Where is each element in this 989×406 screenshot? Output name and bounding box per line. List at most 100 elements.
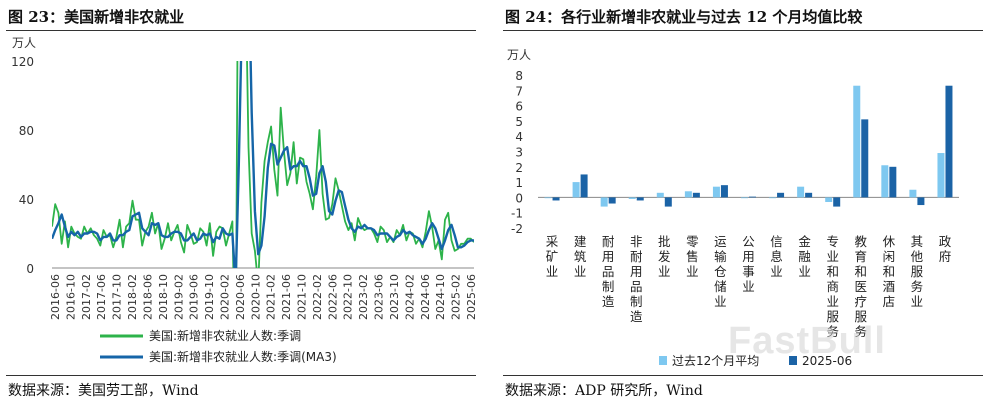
x-tick-label: 2021-06 (280, 274, 293, 320)
bar-jun (552, 197, 560, 201)
y-tick-label: 40 (19, 193, 34, 207)
bar-jun (945, 85, 953, 198)
bar-jun (833, 197, 841, 207)
bar-avg (656, 192, 664, 198)
y-tick-label: 2 (515, 161, 523, 175)
y-tick-label: -2 (511, 222, 523, 236)
bar-avg (769, 197, 777, 199)
plot-area (52, 61, 474, 268)
x-tick-label: 2023-06 (373, 274, 386, 320)
x-tick-label: 2025-06 (465, 274, 478, 320)
category-label: 耐用品制造 (602, 234, 615, 309)
category-label: 采矿业 (546, 234, 559, 279)
y-tick-label: 0 (515, 191, 523, 205)
y-tick-label: 80 (19, 124, 34, 138)
bar-avg (684, 191, 692, 198)
category-label: 其他服务业 (911, 234, 924, 309)
category-label: 教育和医疗服务 (855, 234, 868, 339)
category-label: 金融业 (798, 234, 811, 279)
y-tick-label: 7 (515, 84, 523, 98)
x-tick-label: 2017-10 (111, 274, 124, 320)
x-tick-label: 2020-06 (234, 274, 247, 320)
category-label: 批发业 (658, 234, 671, 279)
y-axis-unit-label: 万人 (507, 48, 531, 62)
y-tick-label: 4 (515, 130, 523, 144)
x-tick-label: 2024-02 (403, 274, 416, 320)
bar-jun (749, 196, 756, 198)
category-label: 信息业 (770, 234, 783, 279)
x-tick-label: 2017-02 (80, 274, 93, 320)
bar-avg (628, 197, 636, 199)
x-tick-label: 2022-10 (342, 274, 355, 320)
category-label: 零售业 (686, 234, 699, 279)
bar-avg (572, 182, 580, 198)
x-tick-label: 2018-02 (126, 274, 139, 320)
legend-label-ma3: 美国:新增非农就业人数:季调(MA3) (149, 349, 337, 364)
y-tick-label: -1 (511, 207, 523, 221)
x-tick-label: 2019-06 (188, 274, 201, 320)
bar-jun (861, 119, 869, 198)
bar-avg (544, 197, 552, 199)
bar-jun (889, 166, 897, 198)
category-label: 公用事业 (742, 234, 755, 294)
category-label: 非耐用品制造 (630, 234, 643, 324)
right-source-note: 数据来源：ADP 研究所，Wind (505, 383, 703, 399)
right-title-rule (503, 30, 983, 31)
legend-label-monthly: 美国:新增非农就业人数:季调 (149, 328, 301, 343)
x-tick-label: 2017-06 (95, 274, 108, 320)
x-tick-label: 2024-10 (434, 274, 447, 320)
y-tick-label: 120 (11, 55, 34, 69)
x-tick-label: 2022-06 (326, 274, 339, 320)
x-tick-label: 2025-02 (450, 274, 463, 320)
y-axis-unit-label: 万人 (12, 36, 36, 50)
bar-jun (608, 197, 616, 204)
y-tick-label: 5 (515, 115, 523, 129)
series-line-ma3 (52, 61, 474, 268)
bar-avg (825, 197, 833, 202)
right-chart-title: 图 24：各行业新增非农就业与过去 12 个月均值比较 (505, 8, 863, 26)
x-tick-label: 2019-10 (203, 274, 216, 320)
series-line-monthly (52, 61, 474, 268)
bar-jun (692, 192, 700, 198)
x-tick-label: 2024-06 (419, 274, 432, 320)
bar-jun (917, 197, 925, 206)
x-tick-label: 2018-06 (141, 274, 154, 320)
left-source-rule (6, 375, 476, 376)
y-tick-label: 8 (515, 69, 523, 83)
bar-jun (664, 197, 672, 207)
y-tick-label: 3 (515, 146, 523, 160)
bar-jun (720, 185, 728, 198)
bar-avg (853, 85, 861, 198)
left-chart-title: 图 23：美国新增非农就业 (8, 8, 185, 26)
watermark-logo: FastBull (728, 320, 886, 362)
bar-avg (881, 165, 889, 198)
x-tick-label: 2022-02 (311, 274, 324, 320)
category-label: 运输仓储业 (714, 234, 727, 309)
bar-jun (580, 174, 588, 198)
category-label: 建筑业 (574, 234, 587, 279)
legend-label: 2025-06 (802, 354, 852, 368)
left-source-note: 数据来源：美国劳工部，Wind (8, 383, 199, 399)
x-tick-label: 2021-10 (296, 274, 309, 320)
bar-avg (797, 186, 805, 198)
x-tick-label: 2016-06 (49, 274, 62, 320)
bar-jun (636, 197, 644, 201)
x-tick-label: 2019-02 (172, 274, 185, 320)
bar-avg (600, 197, 608, 207)
x-tick-label: 2018-10 (157, 274, 170, 320)
bar-avg (937, 153, 945, 198)
bar-jun (805, 192, 813, 198)
x-tick-label: 2023-02 (357, 274, 370, 320)
bar-jun (777, 192, 785, 198)
right-source-rule (503, 375, 983, 376)
bar-avg (909, 189, 917, 198)
bar-avg (741, 197, 748, 199)
legend-label: 过去12个月平均 (672, 354, 759, 368)
category-label: 政府 (939, 234, 952, 264)
legend-swatch (659, 356, 667, 365)
x-tick-label: 2020-10 (249, 274, 262, 320)
category-label: 专业和商业服务 (826, 234, 839, 339)
x-tick-label: 2023-10 (388, 274, 401, 320)
